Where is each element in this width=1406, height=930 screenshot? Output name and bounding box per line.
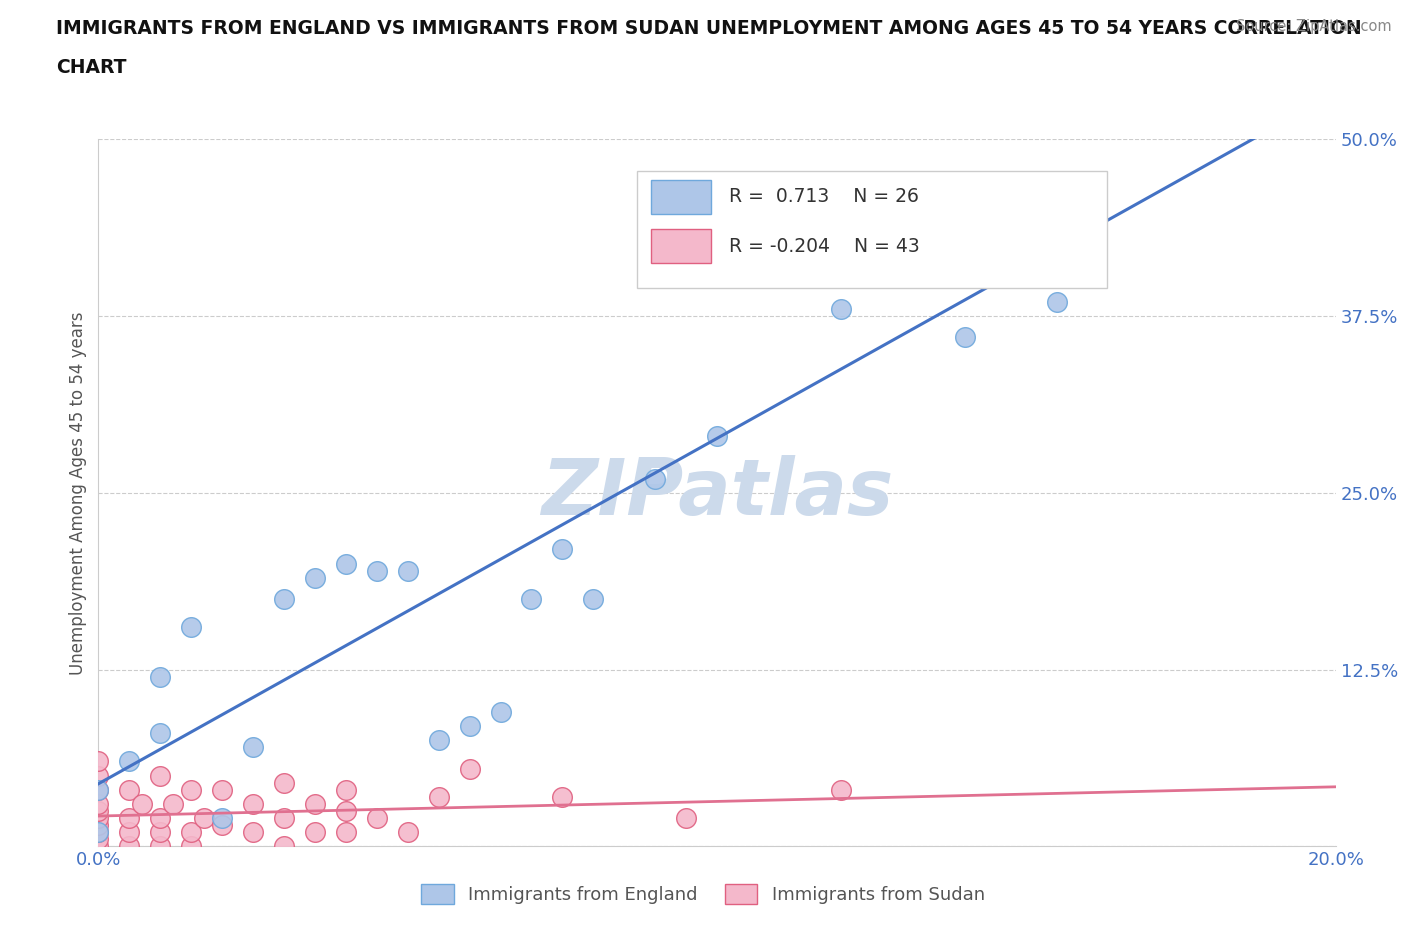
Point [335,782,357,797]
Point [458,719,481,734]
Point [87,768,110,783]
Point [830,782,852,797]
Point [87,825,110,840]
Point [396,825,419,840]
Point [242,796,264,811]
FancyBboxPatch shape [637,171,1107,288]
Point [427,733,450,748]
Point [273,776,295,790]
Point [366,564,388,578]
Point [87,754,110,769]
Point [87,782,110,797]
Text: R =  0.713    N = 26: R = 0.713 N = 26 [730,187,920,206]
Point [87,804,110,818]
Point [87,831,110,846]
Point [1046,295,1069,310]
Point [520,591,543,606]
Point [304,570,326,585]
Point [830,301,852,316]
Point [149,725,172,740]
Point [118,782,141,797]
Point [87,811,110,826]
Point [87,825,110,840]
Text: CHART: CHART [56,58,127,76]
Point [644,472,666,486]
Point [149,768,172,783]
Text: ZIPatlas: ZIPatlas [541,455,893,531]
Point [273,839,295,854]
Point [675,811,697,826]
Point [149,825,172,840]
Text: R = -0.204    N = 43: R = -0.204 N = 43 [730,237,920,256]
Point [335,804,357,818]
Point [180,839,202,854]
Point [180,619,202,634]
Point [551,542,574,557]
Y-axis label: Unemployment Among Ages 45 to 54 years: Unemployment Among Ages 45 to 54 years [69,312,87,674]
Point [242,740,264,755]
Point [273,811,295,826]
Point [366,811,388,826]
Point [427,790,450,804]
FancyBboxPatch shape [651,179,711,214]
Point [551,790,574,804]
Point [118,839,141,854]
Point [131,796,153,811]
Point [87,782,110,797]
Point [118,825,141,840]
Point [211,817,233,832]
Text: Source: ZipAtlas.com: Source: ZipAtlas.com [1236,19,1392,33]
Point [193,811,215,826]
Point [582,591,605,606]
Point [162,796,184,811]
Point [87,796,110,811]
Point [180,782,202,797]
Point [149,811,172,826]
Point [211,811,233,826]
Point [118,754,141,769]
Point [273,591,295,606]
Point [335,556,357,571]
Point [458,761,481,776]
Point [706,429,728,444]
Point [953,330,976,345]
Text: IMMIGRANTS FROM ENGLAND VS IMMIGRANTS FROM SUDAN UNEMPLOYMENT AMONG AGES 45 TO 5: IMMIGRANTS FROM ENGLAND VS IMMIGRANTS FR… [56,19,1362,37]
Point [87,817,110,832]
Point [180,825,202,840]
Point [335,825,357,840]
Point [149,839,172,854]
Point [149,670,172,684]
Point [768,246,790,260]
Point [242,825,264,840]
Point [304,825,326,840]
Point [489,705,512,720]
Point [211,782,233,797]
Point [118,811,141,826]
Point [87,839,110,854]
Point [737,246,759,260]
Point [396,564,419,578]
Legend: Immigrants from England, Immigrants from Sudan: Immigrants from England, Immigrants from… [413,876,993,911]
FancyBboxPatch shape [651,230,711,263]
Point [304,796,326,811]
